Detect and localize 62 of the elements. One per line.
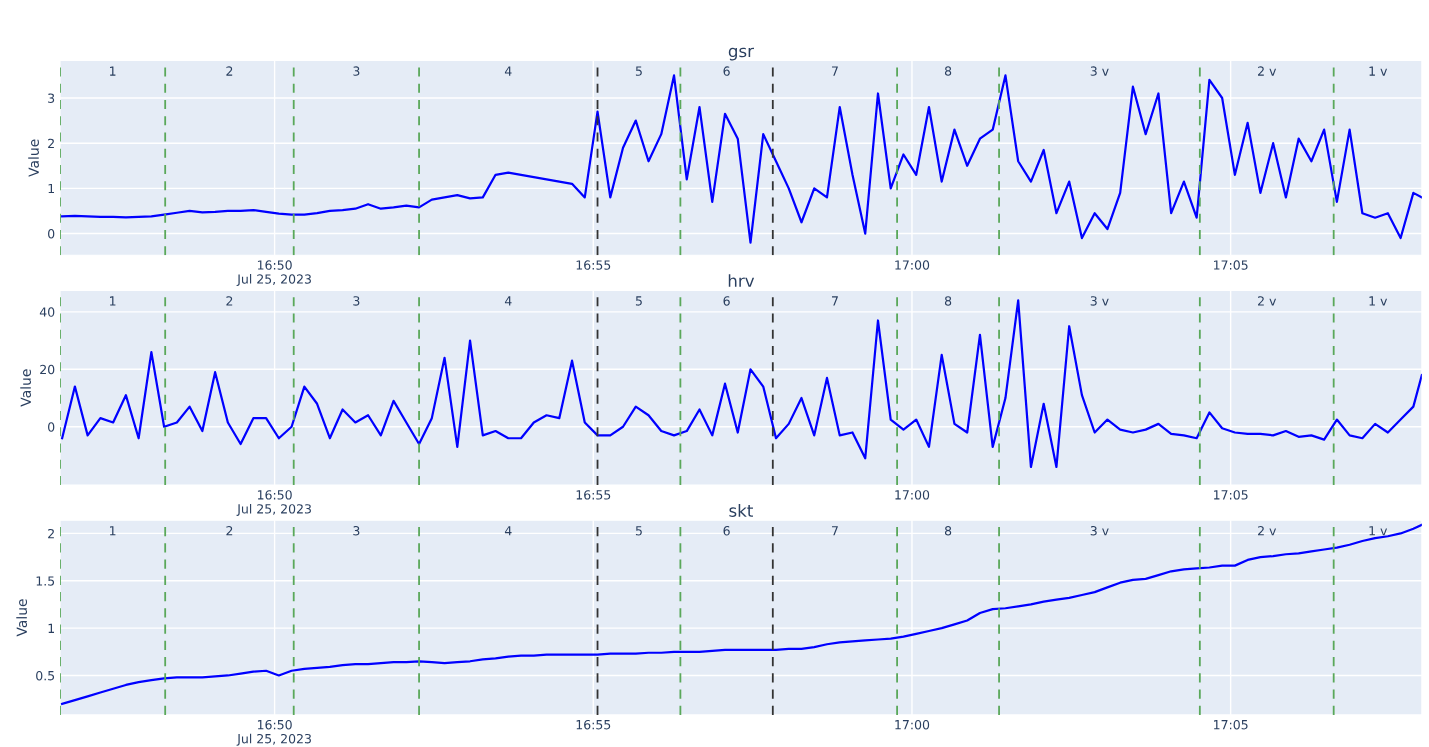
x-tick-label: 16:50 Jul 25, 2023 — [236, 490, 311, 516]
annotation: 3 — [353, 526, 360, 536]
y-axis-title: Value — [16, 599, 28, 637]
x-tick-label: 16:50 Jul 25, 2023 — [236, 719, 311, 746]
annotation: 3 v — [1090, 526, 1109, 536]
x-tick-label: 17:00 — [895, 260, 930, 270]
chart-title: skt — [729, 504, 753, 517]
annotation: 8 — [944, 526, 952, 536]
annotation: 5 — [635, 66, 642, 76]
y-tick-label: 0.5 — [36, 670, 55, 681]
annotation: 5 — [635, 296, 642, 306]
annotation: 1 v — [1369, 66, 1388, 76]
annotation: 8 — [944, 66, 952, 76]
annotation: 4 — [504, 296, 512, 306]
x-tick-label: 17:05 — [1214, 490, 1248, 500]
annotation: 3 — [353, 296, 360, 306]
x-tick-label: 17:05 — [1214, 260, 1248, 270]
annotation: 2 — [226, 296, 233, 306]
annotation: 1 — [110, 526, 116, 536]
annotation: 3 — [353, 66, 360, 76]
annotation: 3 v — [1090, 296, 1109, 306]
annotation: 6 — [723, 66, 730, 76]
x-tick-label: 16:55 — [576, 260, 611, 270]
annotation: 4 — [504, 526, 512, 536]
annotation: 6 — [723, 296, 730, 306]
annotation: 2 v — [1258, 296, 1277, 306]
y-tick-label: 1 — [48, 184, 54, 194]
y-tick-label: 1 — [48, 623, 54, 633]
annotation: 8 — [944, 296, 952, 306]
annotation: 1 — [110, 296, 116, 306]
annotation: 7 — [832, 66, 838, 76]
chart-title: gsr — [728, 47, 754, 61]
y-tick-label: 3 — [48, 93, 55, 103]
annotation: 1 v — [1369, 296, 1388, 306]
annotation: 2 — [226, 66, 233, 76]
annotation: 5 — [635, 526, 642, 536]
annotation: 1 — [110, 66, 116, 76]
y-tick-label: 20 — [40, 364, 55, 375]
annotation: 7 — [832, 296, 838, 306]
annotation: 4 — [504, 66, 512, 76]
y-tick-label: 1.5 — [36, 576, 55, 586]
y-tick-label: 2 — [48, 528, 54, 539]
annotation: 2 — [226, 526, 233, 536]
x-tick-label: 16:55 — [576, 719, 611, 730]
annotation: 3 v — [1090, 66, 1109, 76]
annotation: 2 v — [1258, 66, 1277, 76]
annotation: 6 — [723, 526, 730, 536]
x-tick-label: 16:55 — [576, 490, 611, 500]
y-tick-label: 2 — [48, 138, 54, 148]
x-tick-label: 17:05 — [1214, 719, 1248, 730]
y-tick-label: 0 — [48, 422, 55, 432]
x-tick-label: 17:00 — [895, 719, 930, 730]
annotation: 7 — [832, 526, 838, 536]
annotation: 2 v — [1258, 526, 1277, 536]
y-axis-title: Value — [20, 369, 31, 407]
chart-title: hrv — [728, 274, 755, 287]
y-tick-label: 0 — [48, 229, 55, 239]
y-tick-label: 40 — [39, 307, 55, 317]
y-axis-title: Value — [28, 139, 39, 177]
x-tick-label: 17:00 — [895, 490, 930, 500]
x-tick-label: 16:50 Jul 25, 2023 — [236, 260, 311, 287]
annotation: 1 v — [1369, 526, 1388, 536]
